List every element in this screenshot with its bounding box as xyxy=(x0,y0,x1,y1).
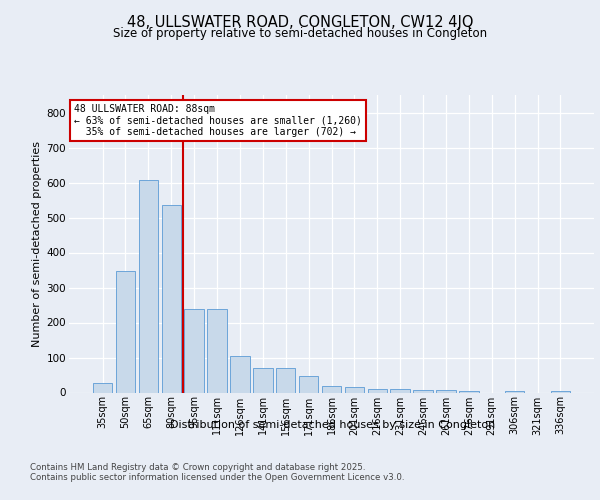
Bar xyxy=(93,382,112,392)
Bar xyxy=(551,391,570,392)
Text: Distribution of semi-detached houses by size in Congleton: Distribution of semi-detached houses by … xyxy=(170,420,496,430)
Bar xyxy=(299,376,319,392)
Bar xyxy=(116,270,135,392)
Text: Size of property relative to semi-detached houses in Congleton: Size of property relative to semi-detach… xyxy=(113,28,487,40)
Bar xyxy=(413,390,433,392)
Bar xyxy=(344,387,364,392)
Bar xyxy=(322,386,341,392)
Bar xyxy=(436,390,455,392)
Bar xyxy=(253,368,272,392)
Y-axis label: Number of semi-detached properties: Number of semi-detached properties xyxy=(32,141,43,347)
Bar xyxy=(161,205,181,392)
Bar xyxy=(208,309,227,392)
Bar xyxy=(184,309,204,392)
Text: 48 ULLSWATER ROAD: 88sqm
← 63% of semi-detached houses are smaller (1,260)
  35%: 48 ULLSWATER ROAD: 88sqm ← 63% of semi-d… xyxy=(74,104,362,137)
Bar xyxy=(276,368,295,392)
Text: 48, ULLSWATER ROAD, CONGLETON, CW12 4JQ: 48, ULLSWATER ROAD, CONGLETON, CW12 4JQ xyxy=(127,15,473,30)
Bar xyxy=(230,356,250,392)
Bar xyxy=(139,180,158,392)
Text: Contains HM Land Registry data © Crown copyright and database right 2025.
Contai: Contains HM Land Registry data © Crown c… xyxy=(30,462,404,482)
Bar xyxy=(368,389,387,392)
Bar xyxy=(391,389,410,392)
